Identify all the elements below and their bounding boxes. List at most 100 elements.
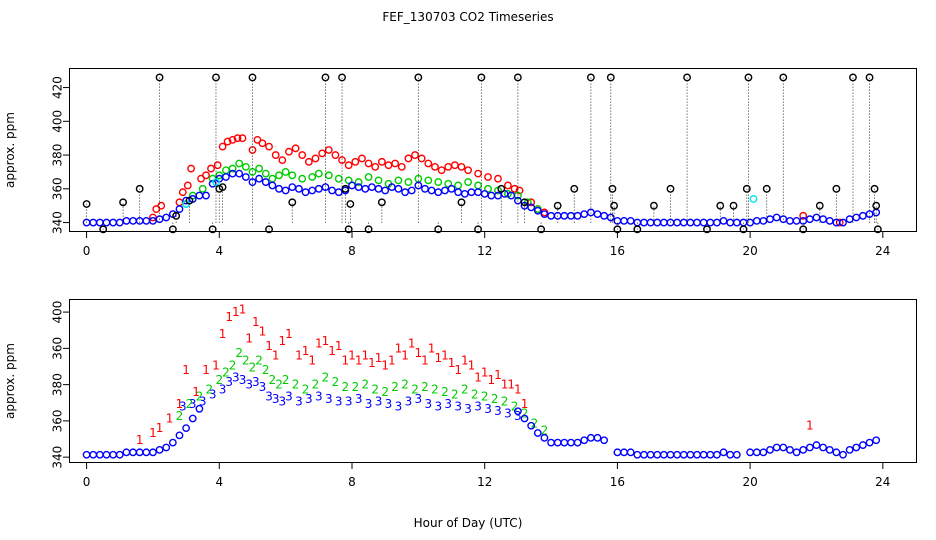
bottom-circle-point [533, 429, 542, 437]
top-series-0-point [364, 159, 373, 168]
top-series-2-point [222, 173, 230, 181]
bottom-y-tick-label: 380 [51, 373, 65, 396]
top-series-4-point [779, 73, 788, 82]
bottom-series-2-point: 2 [312, 378, 320, 392]
top-x-tick-label: 12 [477, 244, 492, 258]
bottom-series-1-point: 1 [156, 421, 164, 435]
bottom-series-3-point: 3 [434, 399, 442, 413]
top-series-4-point [799, 225, 808, 234]
top-series-4-point [666, 184, 675, 193]
bottom-series-3-point: 3 [474, 399, 482, 413]
top-x-tick-label: 8 [348, 244, 356, 258]
panel-top-marks [82, 73, 882, 234]
bottom-circle-point [560, 438, 569, 447]
top-series-0-point [371, 162, 380, 171]
top-series-4-point [744, 73, 753, 82]
top-series-0-point [358, 154, 366, 163]
top-series-2-point [772, 213, 781, 222]
bottom-series-2-point: 2 [262, 363, 270, 377]
bottom-series-2-point: 2 [541, 424, 549, 438]
bottom-series-3-point: 3 [494, 404, 502, 418]
bottom-circle-point [772, 443, 781, 452]
bottom-series-1-point: 1 [381, 358, 389, 372]
top-series-0-point [311, 154, 320, 163]
top-x-tick-label: 4 [215, 244, 223, 258]
top-series-1-point [424, 176, 433, 185]
top-series-4-point [155, 73, 164, 82]
bottom-circle-point [872, 436, 881, 445]
bottom-circle-point [706, 450, 715, 459]
top-series-0-point [223, 137, 232, 146]
bottom-circle-point [182, 424, 191, 433]
bottom-series-3-point: 3 [355, 392, 363, 406]
panel-top: approx. ppm 0 4 8 12 16 20 24 340 360 380 400 420 [3, 68, 917, 258]
bottom-x-tick-label: 8 [348, 475, 356, 489]
top-series-2-point [255, 174, 264, 183]
bottom-series-2-point: 2 [242, 353, 250, 367]
top-series-2-point [786, 216, 794, 225]
top-series-2-point [606, 213, 615, 222]
bottom-series-2-point: 2 [401, 378, 409, 392]
top-series-4-point [364, 225, 373, 234]
bottom-y-tick-label: 400 [51, 301, 65, 324]
bottom-series-1-point: 1 [361, 349, 369, 363]
top-series-2-point [129, 216, 137, 225]
bottom-series-2-point: 2 [371, 382, 379, 396]
top-series-4-point [208, 225, 217, 234]
bottom-circle-point [620, 448, 628, 457]
top-series-2-point [454, 188, 463, 197]
top-series-2-point [533, 206, 542, 215]
top-series-4-point [414, 73, 423, 82]
bottom-series-2-point: 2 [381, 385, 389, 399]
bottom-circle-point [586, 433, 595, 442]
top-series-2-point [845, 215, 854, 224]
top-series-0-point [397, 162, 406, 171]
panel-bottom-frame [69, 299, 917, 463]
bottom-series-1-point: 1 [488, 373, 496, 387]
bottom-circle-point [673, 450, 682, 459]
top-series-0-point [515, 186, 524, 195]
bottom-series-1-point: 1 [328, 344, 336, 358]
top-series-2-point [248, 178, 257, 186]
bottom-series-3-point: 3 [464, 402, 472, 416]
top-series-1-point [235, 159, 244, 168]
top-series-0-point [494, 174, 502, 183]
bottom-series-3-point: 3 [279, 395, 287, 409]
top-series-2-point [447, 184, 456, 193]
bottom-series-3-point: 3 [365, 397, 373, 411]
bottom-series-2-point: 2 [421, 380, 429, 394]
bottom-series-3-point: 3 [395, 399, 403, 413]
top-series-2-point [659, 218, 668, 227]
bottom-circle-point [593, 433, 602, 442]
bottom-circle-point [646, 450, 655, 459]
top-series-1-point [248, 168, 257, 176]
bottom-circle-point [832, 448, 841, 457]
top-series-0-point [233, 134, 242, 143]
bottom-circle-point [825, 446, 834, 454]
bottom-series-1-point: 1 [408, 337, 416, 351]
panel-top-axes: 0 4 8 12 16 20 24 340 360 380 400 420 [51, 76, 891, 258]
top-series-2-point [308, 186, 317, 195]
bottom-series-3-point: 3 [454, 399, 462, 413]
top-series-2-point [812, 213, 821, 222]
bottom-series-3-point: 3 [315, 390, 323, 404]
top-series-4-point [346, 200, 355, 208]
top-series-2-point [328, 186, 336, 195]
bottom-circle-point [129, 448, 137, 457]
bottom-series-2-point: 2 [196, 390, 204, 404]
bottom-y-tick-label: 340 [51, 446, 65, 469]
top-series-0-point [331, 151, 340, 159]
bottom-series-2-point: 2 [431, 382, 439, 396]
top-series-4-point [513, 73, 522, 82]
top-series-2-point [281, 186, 290, 195]
top-series-3-point [212, 178, 220, 186]
top-series-1-point [474, 181, 482, 190]
top-series-2-point [580, 210, 589, 219]
bottom-series-1-point: 1 [448, 356, 456, 370]
bottom-series-2-point: 2 [332, 375, 340, 389]
top-series-1-point [354, 178, 363, 186]
top-series-0-point [278, 156, 287, 165]
top-series-0-point [157, 201, 166, 210]
